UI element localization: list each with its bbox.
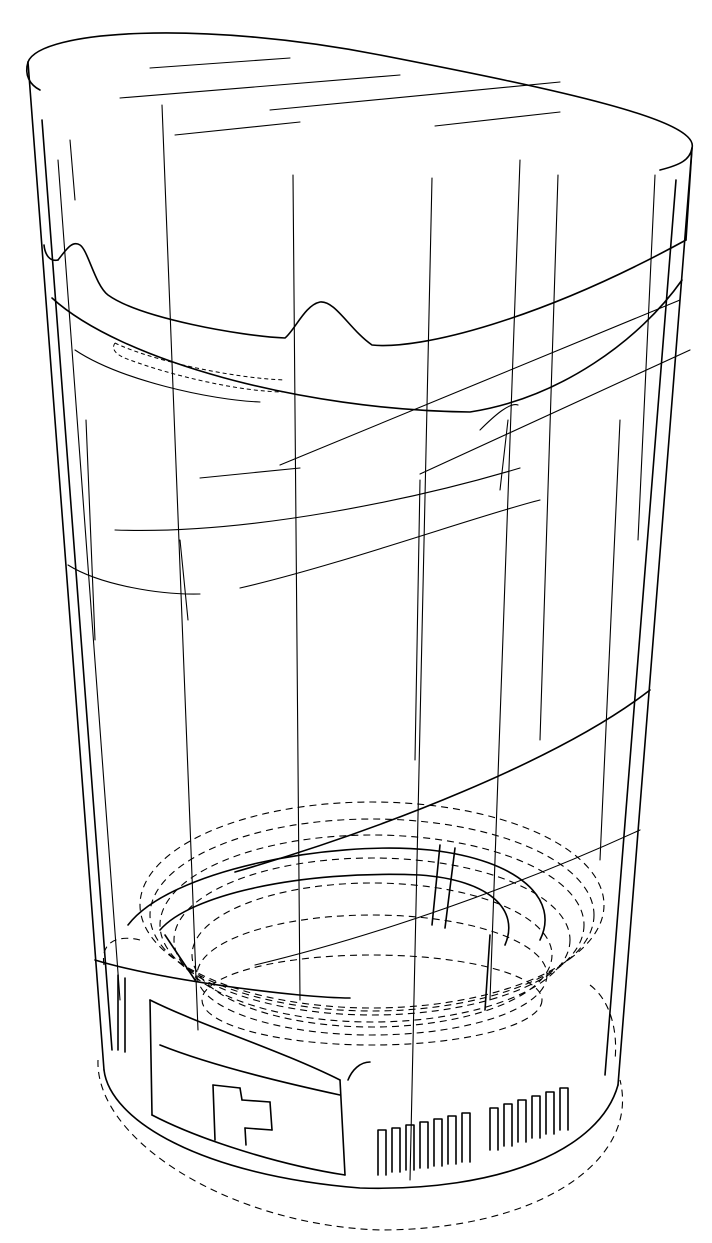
vertical-shading (70, 105, 655, 1180)
base-ring (128, 845, 545, 1010)
container-bottom (95, 938, 623, 1230)
lid-side (44, 148, 692, 346)
dashed-slot (113, 343, 285, 392)
base-housing (150, 1000, 370, 1175)
lid-shading-lines (120, 58, 560, 135)
hidden-ring-assembly (140, 802, 604, 1045)
container-outline (28, 62, 692, 1085)
band-lines (52, 280, 690, 965)
